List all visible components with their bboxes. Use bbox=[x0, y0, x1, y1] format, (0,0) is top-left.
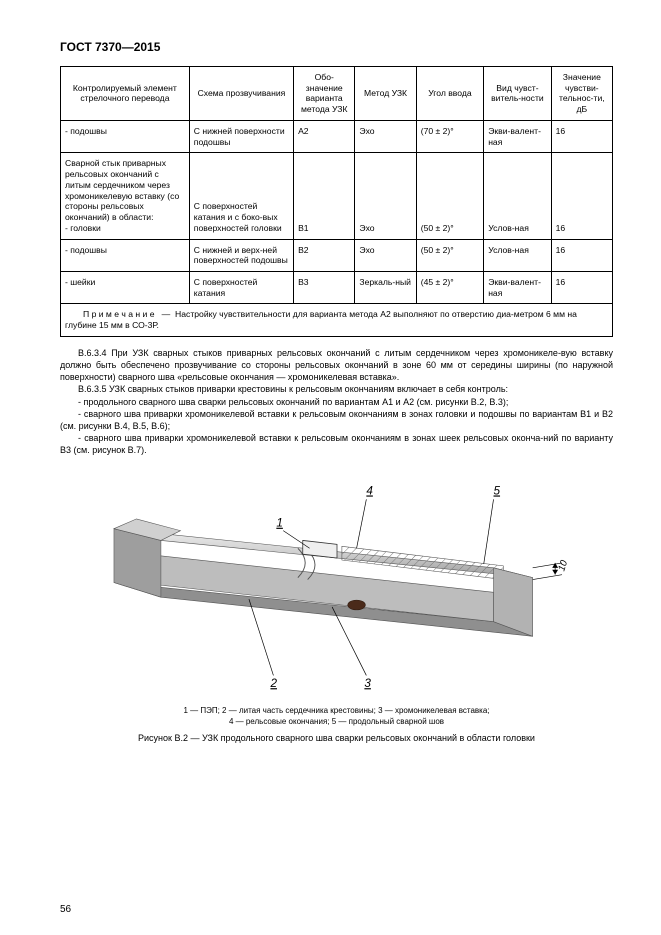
table-row: - подошвы С нижней и верх-ней поверхност… bbox=[61, 239, 613, 271]
cell: (50 ± 2)° bbox=[416, 239, 483, 271]
cell: (50 ± 2)° bbox=[416, 153, 483, 239]
svg-text:1: 1 bbox=[276, 517, 283, 530]
svg-text:4: 4 bbox=[366, 485, 373, 498]
th-element: Контролируемый элемент стрелочного перев… bbox=[61, 67, 190, 121]
figure-legend-line1: 1 — ПЭП; 2 — литая часть сердечника крес… bbox=[183, 706, 489, 715]
cell: 16 bbox=[551, 239, 612, 271]
cell: Эхо bbox=[355, 239, 416, 271]
th-variant: Обо-значение варианта метода УЗК bbox=[294, 67, 355, 121]
cell: Экви-валент-ная bbox=[484, 272, 551, 304]
table-note-row: П р и м е ч а н и е — Настройку чувствит… bbox=[61, 304, 613, 336]
figure-caption: Рисунок В.2 — УЗК продольного сварного ш… bbox=[60, 733, 613, 743]
paragraph: - продольного сварного шва сварки рельсо… bbox=[60, 396, 613, 408]
cell: - шейки bbox=[61, 272, 190, 304]
cell: (45 ± 2)° bbox=[416, 272, 483, 304]
cell: Эхо bbox=[355, 120, 416, 152]
cell: Зеркаль-ный bbox=[355, 272, 416, 304]
main-table: Контролируемый элемент стрелочного перев… bbox=[60, 66, 613, 337]
th-sens-kind: Вид чувст-витель-ности bbox=[484, 67, 551, 121]
dim-10: 10 bbox=[556, 559, 570, 573]
th-angle: Угол ввода bbox=[416, 67, 483, 121]
table-header-row: Контролируемый элемент стрелочного перев… bbox=[61, 67, 613, 121]
cell: В3 bbox=[294, 272, 355, 304]
cell: С нижней и верх-ней поверхностей подошвы bbox=[189, 239, 293, 271]
cell: А2 bbox=[294, 120, 355, 152]
cell: С поверхностей катания и с боко-вых пове… bbox=[189, 153, 293, 239]
figure-b2: 10 4 5 1 2 3 1 — ПЭП; 2 — литая часть се… bbox=[60, 470, 613, 743]
cell: С поверхностей катания bbox=[189, 272, 293, 304]
th-scheme: Схема прозвучивания bbox=[189, 67, 293, 121]
rail-diagram-svg: 10 4 5 1 2 3 bbox=[102, 470, 572, 695]
doc-header: ГОСТ 7370—2015 bbox=[60, 40, 613, 54]
cell: Экви-валент-ная bbox=[484, 120, 551, 152]
cell: 16 bbox=[551, 153, 612, 239]
cell: С нижней поверхности подошвы bbox=[189, 120, 293, 152]
cell: Услов-ная bbox=[484, 153, 551, 239]
figure-legend: 1 — ПЭП; 2 — литая часть сердечника крес… bbox=[60, 706, 613, 727]
paragraph: - сварного шва приварки хромоникелевой в… bbox=[60, 408, 613, 432]
table-row: - подошвы С нижней поверхности подошвы А… bbox=[61, 120, 613, 152]
th-sens-val: Значение чувстви-тельнос-ти, дБ bbox=[551, 67, 612, 121]
svg-text:3: 3 bbox=[364, 677, 371, 690]
cell: 16 bbox=[551, 272, 612, 304]
cell: В1 bbox=[294, 153, 355, 239]
cell: 16 bbox=[551, 120, 612, 152]
table-note: П р и м е ч а н и е — Настройку чувствит… bbox=[61, 304, 613, 336]
cell: Сварной стык приварных рельсовых окончан… bbox=[61, 153, 190, 239]
cell: (70 ± 2)° bbox=[416, 120, 483, 152]
cell: - подошвы bbox=[61, 239, 190, 271]
cell: - подошвы bbox=[61, 120, 190, 152]
cell: Услов-ная bbox=[484, 239, 551, 271]
paragraph: В.6.3.4 При УЗК сварных стыков приварных… bbox=[60, 347, 613, 383]
paragraph: - сварного шва приварки хромоникелевой в… bbox=[60, 432, 613, 456]
svg-text:2: 2 bbox=[269, 677, 277, 690]
table-row: Сварной стык приварных рельсовых окончан… bbox=[61, 153, 613, 239]
svg-text:5: 5 bbox=[493, 485, 500, 498]
page: ГОСТ 7370—2015 Контролируемый элемент ст… bbox=[0, 0, 661, 935]
page-number: 56 bbox=[60, 904, 71, 915]
th-method: Метод УЗК bbox=[355, 67, 416, 121]
cell: Эхо bbox=[355, 153, 416, 239]
body-paragraphs: В.6.3.4 При УЗК сварных стыков приварных… bbox=[60, 347, 613, 456]
table-row: - шейки С поверхностей катания В3 Зеркал… bbox=[61, 272, 613, 304]
figure-legend-line2: 4 — рельсовые окончания; 5 — продольный … bbox=[229, 717, 444, 726]
cell: В2 bbox=[294, 239, 355, 271]
paragraph: В.6.3.5 УЗК сварных стыков приварки крес… bbox=[60, 383, 613, 395]
